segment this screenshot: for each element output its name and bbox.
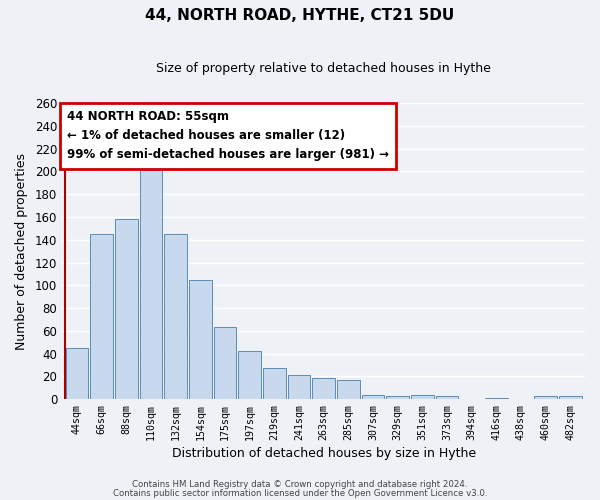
- Bar: [411, 394, 434, 399]
- Bar: [337, 380, 359, 399]
- Bar: [263, 368, 286, 399]
- Bar: [238, 352, 261, 399]
- Bar: [436, 396, 458, 399]
- Bar: [65, 348, 88, 399]
- Text: 44, NORTH ROAD, HYTHE, CT21 5DU: 44, NORTH ROAD, HYTHE, CT21 5DU: [145, 8, 455, 22]
- Bar: [115, 219, 137, 399]
- X-axis label: Distribution of detached houses by size in Hythe: Distribution of detached houses by size …: [172, 447, 476, 460]
- Bar: [189, 280, 212, 399]
- Bar: [140, 169, 163, 399]
- Bar: [362, 394, 384, 399]
- Text: 44 NORTH ROAD: 55sqm
← 1% of detached houses are smaller (12)
99% of semi-detach: 44 NORTH ROAD: 55sqm ← 1% of detached ho…: [67, 110, 389, 162]
- Bar: [90, 234, 113, 399]
- Text: Contains HM Land Registry data © Crown copyright and database right 2024.: Contains HM Land Registry data © Crown c…: [132, 480, 468, 489]
- Bar: [287, 376, 310, 399]
- Text: Contains public sector information licensed under the Open Government Licence v3: Contains public sector information licen…: [113, 488, 487, 498]
- Bar: [312, 378, 335, 399]
- Bar: [559, 396, 581, 399]
- Bar: [485, 398, 508, 399]
- Bar: [386, 396, 409, 399]
- Bar: [214, 328, 236, 399]
- Bar: [164, 234, 187, 399]
- Bar: [534, 396, 557, 399]
- Title: Size of property relative to detached houses in Hythe: Size of property relative to detached ho…: [156, 62, 491, 76]
- Y-axis label: Number of detached properties: Number of detached properties: [15, 152, 28, 350]
